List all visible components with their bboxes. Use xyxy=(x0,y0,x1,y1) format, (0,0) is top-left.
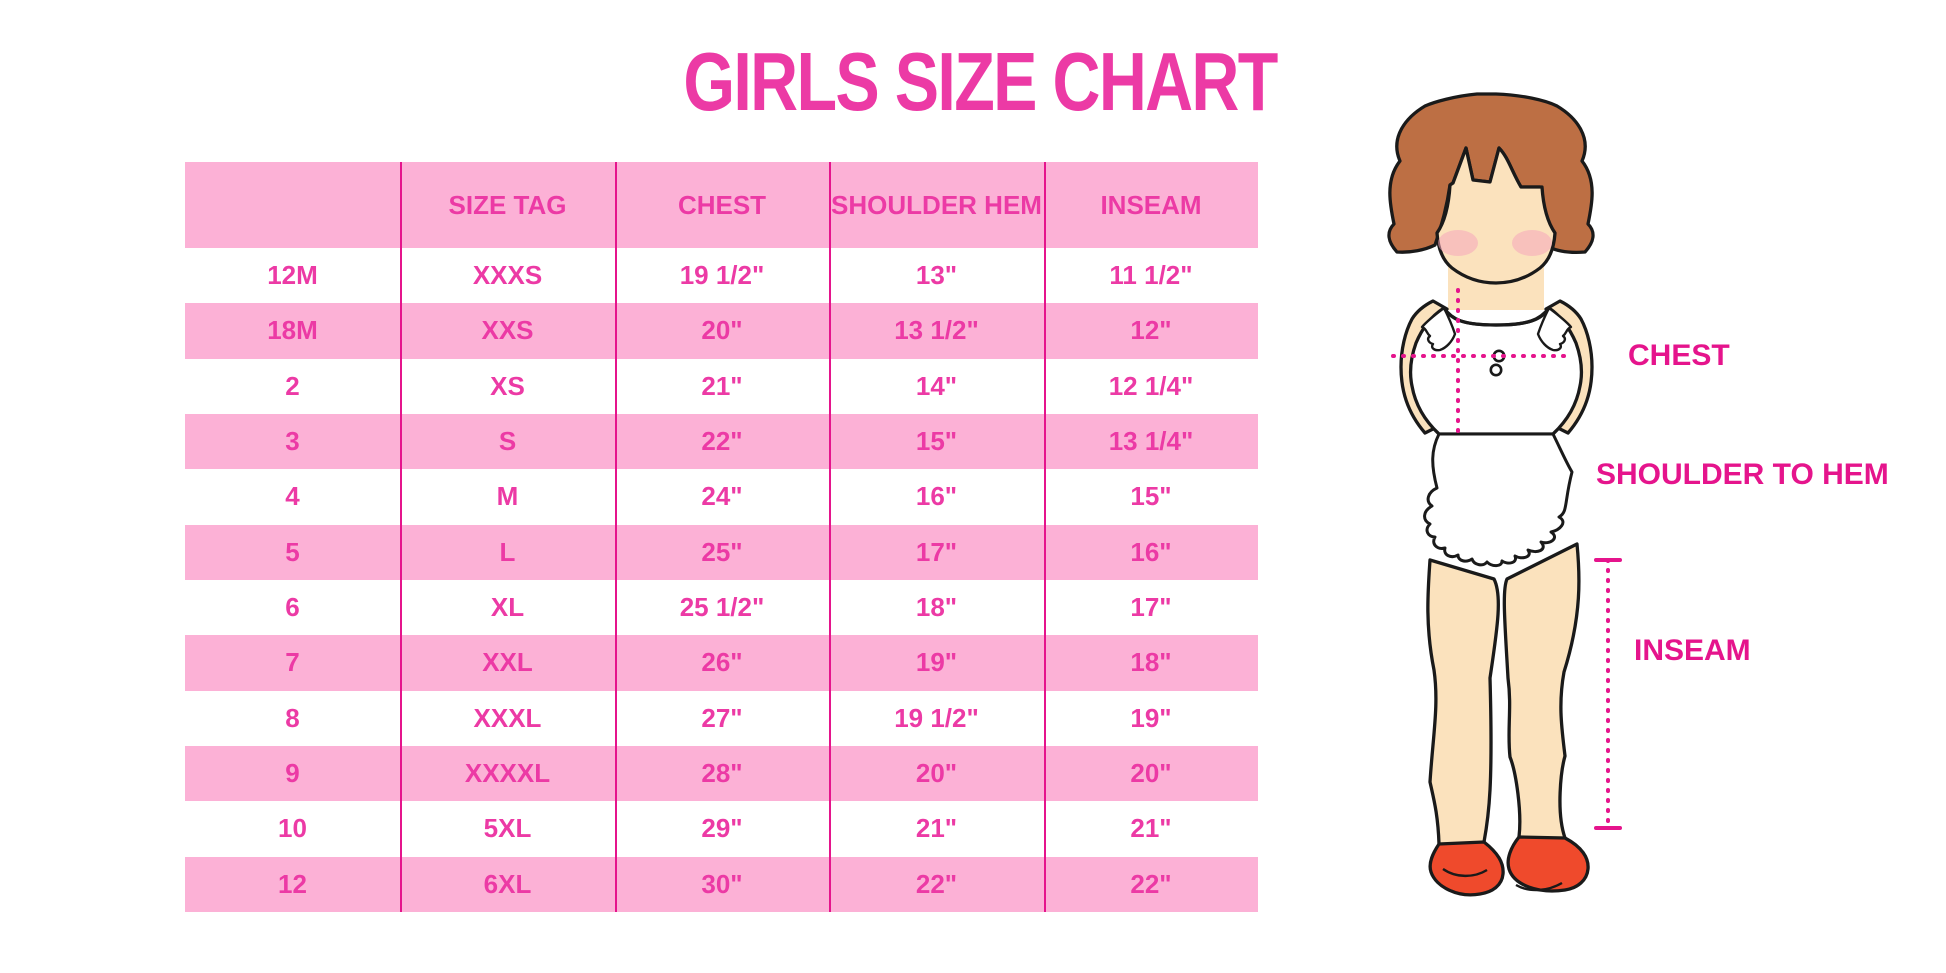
svg-text:INSEAM: INSEAM xyxy=(1634,634,1751,667)
svg-text:SHOULDER TO HEM: SHOULDER TO HEM xyxy=(1596,458,1889,491)
svg-text:CHEST: CHEST xyxy=(1628,339,1730,372)
